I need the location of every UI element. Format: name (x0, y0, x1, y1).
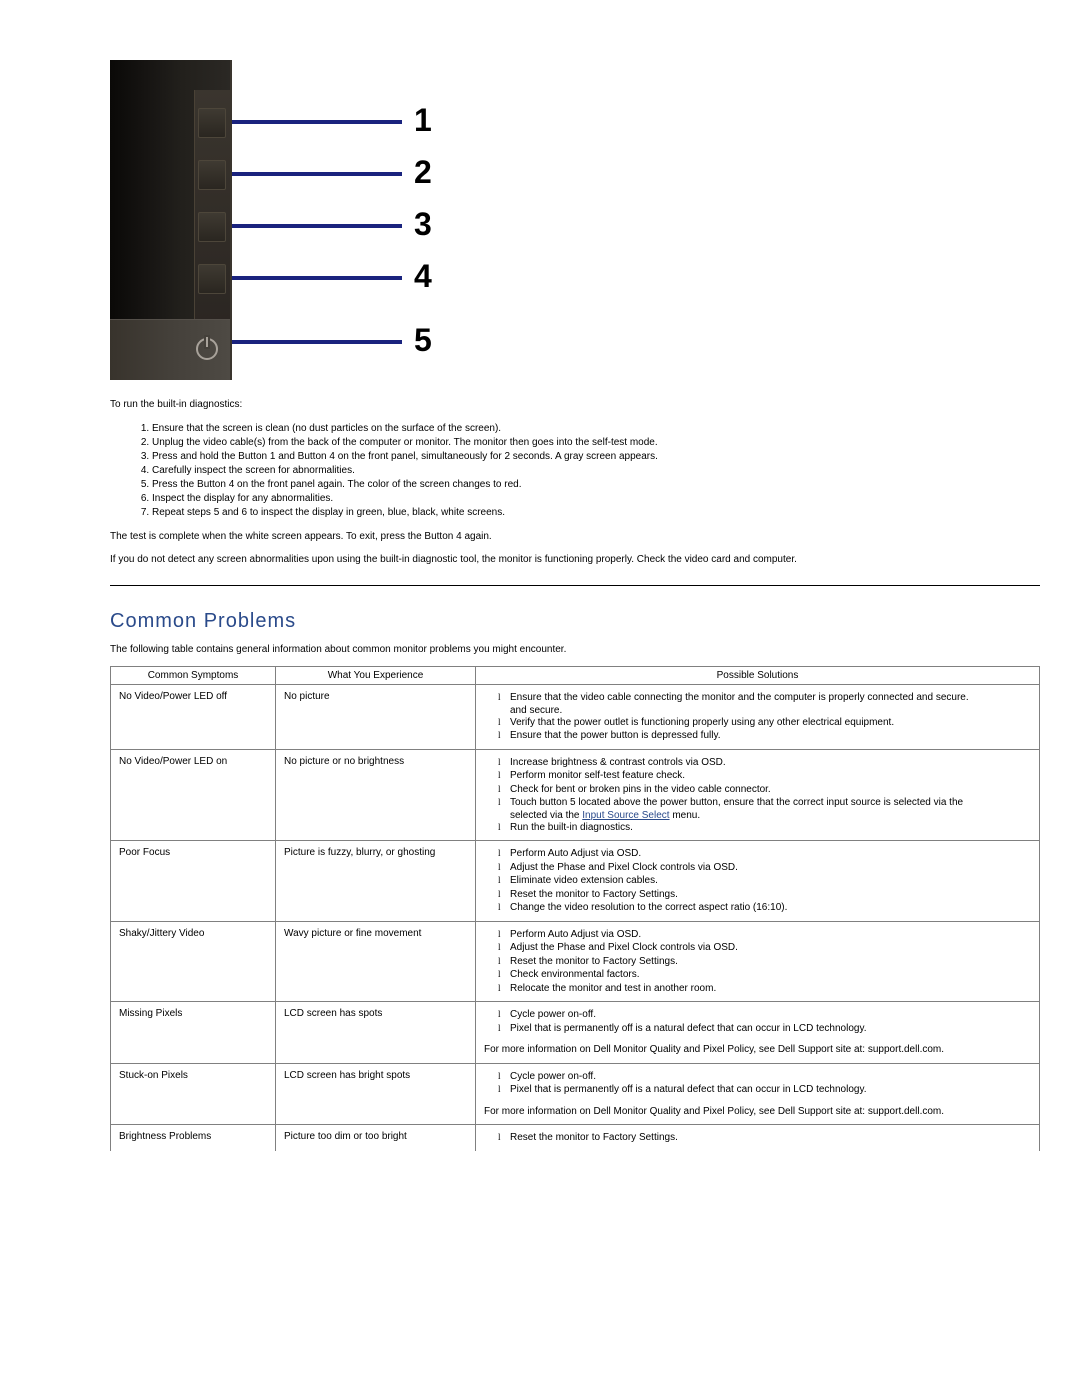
cell-experience: Picture too dim or too bright (276, 1125, 476, 1151)
cell-solutions: Increase brightness & contrast controls … (476, 749, 1040, 841)
diag-step: Ensure that the screen is clean (no dust… (152, 422, 1040, 436)
cell-solutions: Perform Auto Adjust via OSD. Adjust the … (476, 921, 1040, 1002)
solution-item: Relocate the monitor and test in another… (498, 982, 1031, 996)
solution-item: Increase brightness & contrast controls … (498, 756, 1031, 770)
cell-experience: Picture is fuzzy, blurry, or ghosting (276, 841, 476, 922)
solution-item: Adjust the Phase and Pixel Clock control… (498, 941, 1031, 955)
solution-item: Check environmental factors. (498, 968, 1031, 982)
solution-item: Perform monitor self-test feature check. (498, 769, 1031, 783)
table-row: Stuck-on Pixels LCD screen has bright sp… (111, 1063, 1040, 1125)
table-row: Shaky/Jittery Video Wavy picture or fine… (111, 921, 1040, 1002)
callout-5: 5 (414, 322, 432, 359)
solution-item: Eliminate video extension cables. (498, 874, 1031, 888)
diag-step: Inspect the display for any abnormalitie… (152, 492, 1040, 506)
diag-step: Repeat steps 5 and 6 to inspect the disp… (152, 506, 1040, 520)
cell-symptom: No Video/Power LED on (111, 749, 276, 841)
diag-step: Carefully inspect the screen for abnorma… (152, 464, 1040, 478)
solution-item: Cycle power on-off. (498, 1008, 1031, 1022)
pixel-policy-note: For more information on Dell Monitor Qua… (484, 1105, 1031, 1119)
cell-solutions: Cycle power on-off. Pixel that is perman… (476, 1002, 1040, 1064)
cell-experience: LCD screen has bright spots (276, 1063, 476, 1125)
callout-4: 4 (414, 258, 432, 295)
col-header-solutions: Possible Solutions (476, 667, 1040, 685)
col-header-symptoms: Common Symptoms (111, 667, 276, 685)
monitor-panel-image (110, 60, 232, 380)
common-problems-table: Common Symptoms What You Experience Poss… (110, 666, 1040, 1151)
diag-step: Unplug the video cable(s) from the back … (152, 436, 1040, 450)
monitor-button-figure: 1 2 3 4 5 (110, 60, 1040, 380)
power-icon (196, 338, 218, 360)
diag-step: Press the Button 4 on the front panel ag… (152, 478, 1040, 492)
cell-experience: No picture (276, 685, 476, 750)
table-row: No Video/Power LED off No picture Ensure… (111, 685, 1040, 750)
cell-solutions: Reset the monitor to Factory Settings. (476, 1125, 1040, 1151)
solution-item: Pixel that is permanently off is a natur… (498, 1083, 1031, 1097)
callout-3: 3 (414, 206, 432, 243)
section-title: Common Problems (110, 610, 1040, 633)
cell-symptom: Poor Focus (111, 841, 276, 922)
solution-item: Touch button 5 located above the power b… (498, 796, 1031, 810)
diagnostics-steps: Ensure that the screen is clean (no dust… (152, 422, 1040, 520)
cell-symptom: No Video/Power LED off (111, 685, 276, 750)
cell-experience: LCD screen has spots (276, 1002, 476, 1064)
diagnostics-note: If you do not detect any screen abnormal… (110, 553, 1040, 567)
solution-item: Reset the monitor to Factory Settings. (498, 888, 1031, 902)
cell-solutions: Cycle power on-off. Pixel that is perman… (476, 1063, 1040, 1125)
solution-item: Ensure that the power button is depresse… (498, 729, 1031, 743)
solution-wrap: selected via the Input Source Select men… (510, 810, 1031, 821)
diag-step: Press and hold the Button 1 and Button 4… (152, 450, 1040, 464)
solution-item: Adjust the Phase and Pixel Clock control… (498, 861, 1031, 875)
cell-experience: No picture or no brightness (276, 749, 476, 841)
solution-item: Perform Auto Adjust via OSD. (498, 847, 1031, 861)
col-header-experience: What You Experience (276, 667, 476, 685)
solution-wrap: and secure. (510, 705, 1031, 716)
table-row: Brightness Problems Picture too dim or t… (111, 1125, 1040, 1151)
solution-item: Check for bent or broken pins in the vid… (498, 783, 1031, 797)
section-divider (110, 585, 1040, 586)
diagnostics-intro: To run the built-in diagnostics: (110, 398, 1040, 412)
pixel-policy-note: For more information on Dell Monitor Qua… (484, 1043, 1031, 1057)
cell-symptom: Brightness Problems (111, 1125, 276, 1151)
cell-solutions: Perform Auto Adjust via OSD. Adjust the … (476, 841, 1040, 922)
solution-item: Verify that the power outlet is function… (498, 716, 1031, 730)
solution-item: Ensure that the video cable connecting t… (498, 691, 1031, 705)
cell-solutions: Ensure that the video cable connecting t… (476, 685, 1040, 750)
table-row: Poor Focus Picture is fuzzy, blurry, or … (111, 841, 1040, 922)
solution-item: Pixel that is permanently off is a natur… (498, 1022, 1031, 1036)
callout-1: 1 (414, 102, 432, 139)
input-source-select-link[interactable]: Input Source Select (582, 810, 669, 821)
table-row: Missing Pixels LCD screen has spots Cycl… (111, 1002, 1040, 1064)
solution-item: Cycle power on-off. (498, 1070, 1031, 1084)
cell-symptom: Missing Pixels (111, 1002, 276, 1064)
solution-item: Run the built-in diagnostics. (498, 821, 1031, 835)
cell-symptom: Shaky/Jittery Video (111, 921, 276, 1002)
solution-item: Reset the monitor to Factory Settings. (498, 1131, 1031, 1145)
cell-symptom: Stuck-on Pixels (111, 1063, 276, 1125)
diagnostics-exit: The test is complete when the white scre… (110, 530, 1040, 544)
callout-2: 2 (414, 154, 432, 191)
solution-item: Reset the monitor to Factory Settings. (498, 955, 1031, 969)
button-callouts: 1 2 3 4 5 (232, 60, 452, 380)
table-header-row: Common Symptoms What You Experience Poss… (111, 667, 1040, 685)
section-intro: The following table contains general inf… (110, 643, 1040, 657)
solution-item: Change the video resolution to the corre… (498, 901, 1031, 915)
solution-item: Perform Auto Adjust via OSD. (498, 928, 1031, 942)
cell-experience: Wavy picture or fine movement (276, 921, 476, 1002)
table-row: No Video/Power LED on No picture or no b… (111, 749, 1040, 841)
